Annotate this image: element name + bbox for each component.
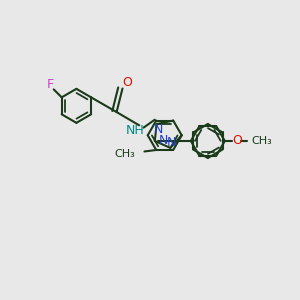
Text: F: F <box>46 78 53 91</box>
Text: N: N <box>167 136 176 149</box>
Text: O: O <box>232 134 242 148</box>
Text: O: O <box>122 76 132 89</box>
Text: N: N <box>153 123 163 136</box>
Text: CH₃: CH₃ <box>251 136 272 146</box>
Text: N: N <box>158 134 168 148</box>
Text: NH: NH <box>126 124 145 137</box>
Text: CH₃: CH₃ <box>115 149 136 159</box>
